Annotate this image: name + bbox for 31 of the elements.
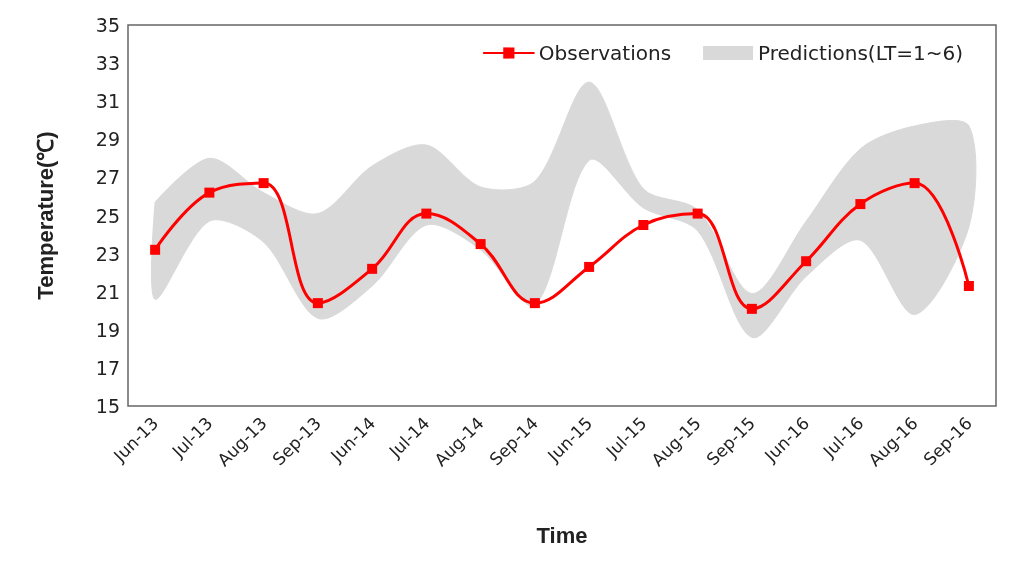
point	[204, 187, 215, 198]
point	[312, 298, 323, 309]
x-axis-title: Time	[536, 522, 588, 548]
point	[258, 178, 269, 189]
point	[801, 256, 812, 267]
point	[692, 208, 703, 219]
y-axis-title: Temperature(℃)	[32, 131, 58, 300]
y-tick-label: 29	[95, 128, 120, 151]
legend-label: Observations	[538, 41, 672, 65]
y-tick-label: 19	[95, 318, 120, 341]
y-tick-label: 25	[95, 204, 120, 227]
point	[584, 261, 595, 272]
point	[963, 280, 974, 291]
y-tick-label: 27	[95, 166, 120, 189]
point	[909, 178, 920, 189]
point	[475, 239, 486, 250]
point	[529, 298, 540, 309]
y-tick-label: 17	[95, 356, 120, 379]
y-tick-label: 15	[95, 395, 120, 417]
y-tick-label: 35	[95, 14, 120, 36]
legend-label: Predictions(LT=1~6)	[758, 41, 963, 65]
point	[746, 303, 757, 314]
point	[367, 263, 378, 274]
y-tick-label: 33	[95, 52, 120, 75]
y-tick-label: 23	[95, 242, 120, 265]
point	[638, 220, 649, 231]
y-tick-label: 21	[95, 280, 120, 303]
point	[421, 208, 432, 219]
point	[150, 244, 161, 255]
y-tick-label: 31	[95, 90, 120, 113]
point	[855, 199, 866, 210]
